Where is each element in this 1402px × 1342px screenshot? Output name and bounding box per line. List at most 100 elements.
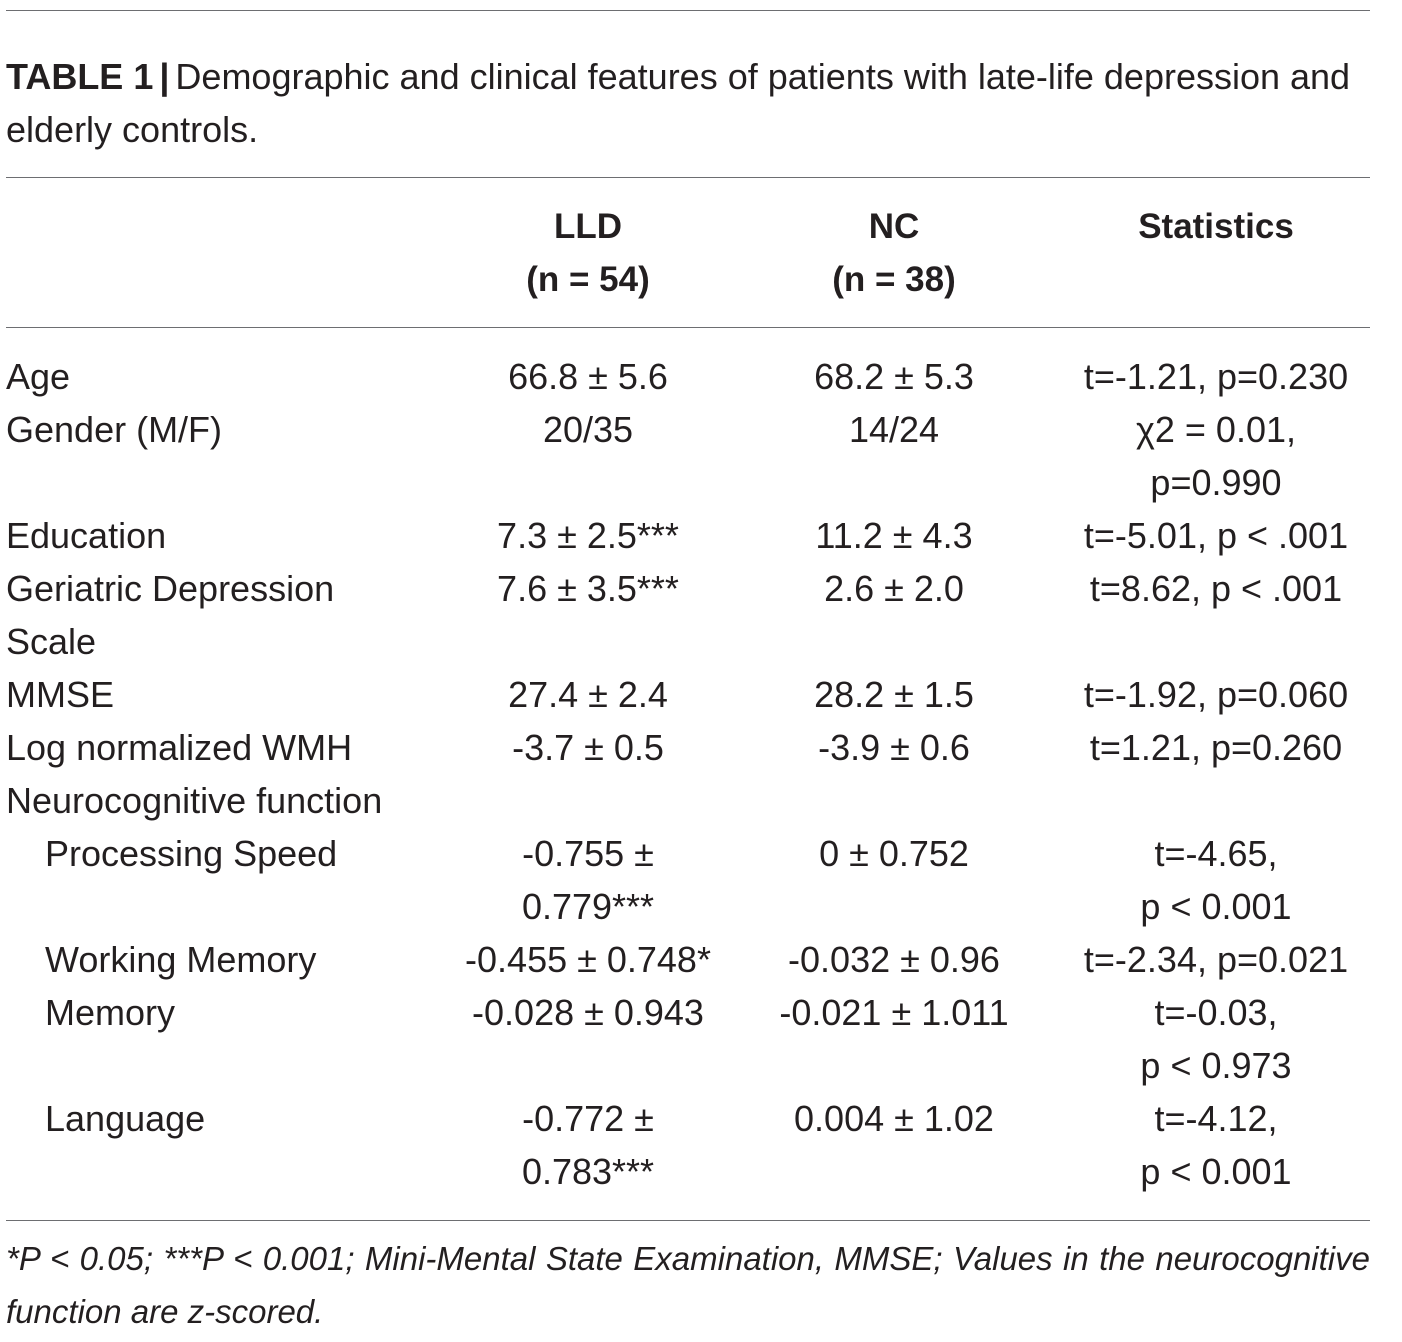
statistics-value-line: t=1.21, p=0.260 (1089, 727, 1343, 768)
nc-value: 14/24 (744, 403, 1044, 456)
header-top-rule (6, 177, 1370, 178)
table-row: Working Memory -0.455 ± 0.748* -0.032 ± 0.… (6, 933, 1370, 986)
statistics-value: t=-1.21, p=0.230 (1056, 350, 1376, 403)
table-row: Neurocognitive function (6, 774, 1370, 827)
statistics-value-line: t=-4.65, (1154, 833, 1278, 874)
nc-value-line: -3.9 ± 0.6 (818, 727, 970, 768)
statistics-value-line: t=-4.12, (1154, 1098, 1278, 1139)
nc-value-line: 68.2 ± 5.3 (814, 356, 974, 397)
row-variable-label-cont: Scale (6, 621, 97, 662)
table-row: Memory -0.028 ± 0.943 -0.021 ± 1.011 t=-0.0… (6, 986, 1370, 1092)
row-variable-label: Gender (M/F) (6, 409, 223, 450)
row-variable-label: MMSE (6, 674, 114, 715)
statistics-value-line: t=-5.01, p < .001 (1083, 515, 1349, 556)
statistics-value: t=8.62, p < .001 (1056, 562, 1376, 615)
row-variable: Geriatric Depression Scale (6, 562, 426, 668)
nc-value-line: 0.004 ± 1.02 (794, 1098, 994, 1139)
table-row: MMSE 27.4 ± 2.4 28.2 ± 1.5 t=-1.92, p=0.060 (6, 668, 1370, 721)
lld-value-line: 20/35 (542, 409, 634, 450)
statistics-value-line: t=-1.21, p=0.230 (1083, 356, 1349, 397)
table-header: LLD (n = 54) NC (n = 38) Statistics (6, 200, 1370, 310)
header-statistics-title: Statistics (1138, 207, 1294, 246)
statistics-value-line-cont: p < 0.001 (1140, 1151, 1292, 1192)
statistics-value-line: χ2 = 0.01, (1135, 409, 1296, 450)
header-lld-n: (n = 54) (526, 260, 650, 299)
statistics-value: t=-0.03, p < 0.973 (1056, 986, 1376, 1092)
nc-value: 0.004 ± 1.02 (744, 1092, 1044, 1145)
table-row: Language -0.772 ± 0.783*** 0.004 ± 1.02 t=-4… (6, 1092, 1370, 1198)
lld-value: 7.3 ± 2.5*** (438, 509, 738, 562)
nc-value-line: 28.2 ± 1.5 (814, 674, 974, 715)
lld-value-line-cont: 0.779*** (521, 886, 655, 927)
top-rule (6, 10, 1370, 11)
statistics-value-line-cont: p < 0.973 (1140, 1045, 1292, 1086)
row-variable-label: Working Memory (45, 939, 317, 980)
lld-value-line: 27.4 ± 2.4 (508, 674, 668, 715)
statistics-value: χ2 = 0.01, p=0.990 (1056, 403, 1376, 509)
nc-value: 0 ± 0.752 (744, 827, 1044, 880)
row-variable: MMSE (6, 668, 426, 721)
statistics-value: t=-2.34, p=0.021 (1056, 933, 1376, 986)
nc-value: 68.2 ± 5.3 (744, 350, 1044, 403)
header-nc-n: (n = 38) (832, 260, 956, 299)
row-variable-label: Language (45, 1098, 206, 1139)
header-bottom-rule (6, 327, 1370, 328)
nc-value: -0.021 ± 1.011 (744, 986, 1044, 1039)
row-variable-label: Memory (45, 992, 176, 1033)
nc-value-line: -0.021 ± 1.011 (779, 992, 1009, 1033)
lld-value: -0.755 ± 0.779*** (438, 827, 738, 933)
nc-value: 2.6 ± 2.0 (744, 562, 1044, 615)
nc-value: -0.032 ± 0.96 (744, 933, 1044, 986)
lld-value-line: -0.755 ± (522, 833, 654, 874)
statistics-value: t=-5.01, p < .001 (1056, 509, 1376, 562)
statistics-value-line: t=-1.92, p=0.060 (1083, 674, 1349, 715)
lld-value: -0.455 ± 0.748* (438, 933, 738, 986)
header-lld: LLD (n = 54) (438, 200, 738, 306)
nc-value-line: -0.032 ± 0.96 (788, 939, 1000, 980)
lld-value: 66.8 ± 5.6 (438, 350, 738, 403)
nc-value: -3.9 ± 0.6 (744, 721, 1044, 774)
row-variable-label: Age (6, 356, 71, 397)
table-body: Age 66.8 ± 5.6 68.2 ± 5.3 t=-1.21, p=0.230 G… (6, 350, 1370, 1198)
row-variable-label: Log normalized WMH (6, 727, 353, 768)
row-variable-label: Geriatric Depression (6, 568, 335, 609)
nc-value: 28.2 ± 1.5 (744, 668, 1044, 721)
row-variable: Log normalized WMH (6, 721, 426, 774)
nc-value-line: 11.2 ± 4.3 (815, 515, 973, 556)
bottom-rule (6, 1220, 1370, 1221)
statistics-value: t=-4.65, p < 0.001 (1056, 827, 1376, 933)
table-row: Gender (M/F) 20/35 14/24 χ2 = 0.01, p=0.990 (6, 403, 1370, 509)
lld-value: 27.4 ± 2.4 (438, 668, 738, 721)
row-variable: Neurocognitive function (6, 774, 426, 827)
header-lld-title: LLD (553, 207, 623, 246)
header-statistics: Statistics (1056, 200, 1376, 253)
lld-value-line: 66.8 ± 5.6 (508, 356, 668, 397)
nc-value-line: 0 ± 0.752 (819, 833, 969, 874)
header-nc-title: NC (868, 207, 920, 246)
row-variable: Age (6, 350, 426, 403)
lld-value-line: 7.6 ± 3.5*** (497, 568, 679, 609)
lld-value-line: -3.7 ± 0.5 (512, 727, 664, 768)
caption-text: Demographic and clinical features of pat… (6, 56, 1351, 150)
lld-value-line-cont: 0.783*** (521, 1151, 655, 1192)
statistics-value-line-cont: p=0.990 (1150, 462, 1282, 503)
row-variable: Processing Speed (6, 827, 435, 880)
lld-value-line: -0.455 ± 0.748* (465, 939, 711, 980)
row-variable: Working Memory (6, 933, 435, 986)
caption-separator: | (159, 56, 170, 97)
statistics-value: t=-4.12, p < 0.001 (1056, 1092, 1376, 1198)
lld-value: -0.772 ± 0.783*** (438, 1092, 738, 1198)
statistics-value-line: t=8.62, p < .001 (1089, 568, 1343, 609)
table-row: Geriatric Depression Scale 7.6 ± 3.5*** 2.6… (6, 562, 1370, 668)
row-variable-label: Processing Speed (45, 833, 338, 874)
lld-value: 20/35 (438, 403, 738, 456)
header-nc: NC (n = 38) (744, 200, 1044, 306)
nc-value-line: 14/24 (848, 409, 940, 450)
table-row: Age 66.8 ± 5.6 68.2 ± 5.3 t=-1.21, p=0.230 (6, 350, 1370, 403)
table-caption: TABLE 1 | Demographic and clinical feature… (6, 50, 1370, 156)
row-variable: Memory (6, 986, 435, 1039)
nc-value: 11.2 ± 4.3 (744, 509, 1044, 562)
row-variable: Gender (M/F) (6, 403, 426, 456)
row-variable: Language (6, 1092, 435, 1145)
statistics-value-line-cont: p < 0.001 (1140, 886, 1292, 927)
